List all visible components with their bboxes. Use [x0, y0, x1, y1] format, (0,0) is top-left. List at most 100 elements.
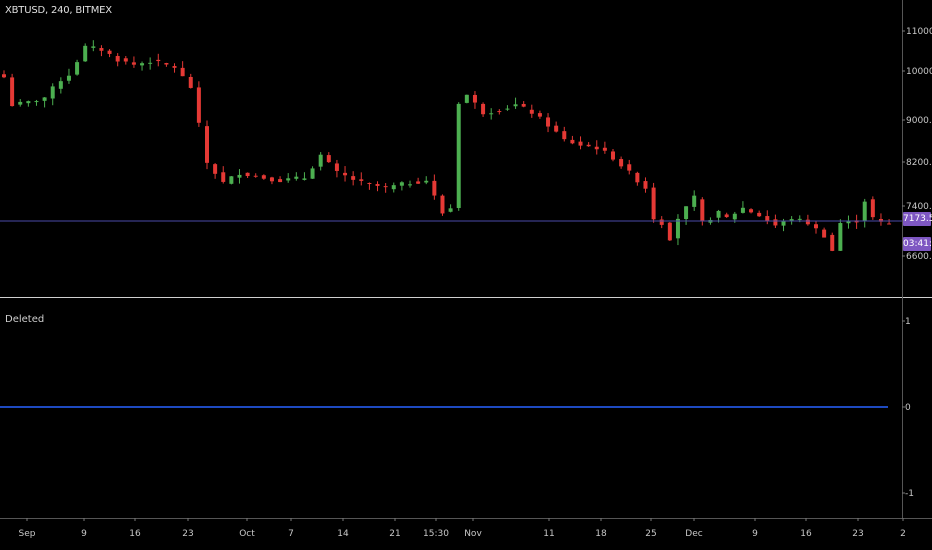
candle-body: [351, 176, 356, 180]
candle-body: [489, 113, 494, 115]
candle: [529, 104, 534, 118]
candle: [724, 212, 729, 218]
indicator-label[interactable]: Deleted: [5, 314, 45, 325]
price-pane[interactable]: [2, 40, 892, 252]
candle-body: [789, 219, 794, 222]
candle: [667, 221, 672, 241]
symbol-label[interactable]: XBTUSD, 240, BITMEX: [5, 5, 112, 16]
candle-body: [651, 187, 656, 220]
candle: [2, 70, 6, 79]
candle: [830, 232, 835, 252]
candle-body: [196, 87, 201, 123]
candle: [156, 53, 161, 67]
price-tick-label: 10000.0: [906, 67, 932, 77]
candle-body: [140, 63, 145, 66]
candle-body: [602, 147, 607, 151]
candle: [846, 215, 851, 229]
candle: [651, 182, 656, 223]
candle: [611, 149, 615, 162]
candle-body: [456, 103, 461, 208]
candle-body: [554, 125, 559, 132]
candle: [66, 68, 71, 84]
time-axis[interactable]: Sep 9 16 23 Oct 7 14 21 15:30 Nov 11 18 25 Dec 9 16 23 2: [19, 518, 906, 539]
indicator-axis[interactable]: 1 0 -1: [902, 317, 914, 499]
time-tick-label: 21: [389, 529, 400, 539]
candle: [302, 172, 307, 181]
candle: [765, 210, 770, 225]
candle-body: [99, 48, 104, 51]
candle-body: [310, 168, 315, 179]
candle-body: [399, 182, 404, 186]
candle-body: [205, 126, 209, 163]
time-tick-label: Oct: [239, 529, 255, 539]
candle: [424, 176, 429, 185]
time-tick-label: 7: [288, 529, 294, 539]
candle-body: [261, 175, 266, 179]
time-tick-label: 23: [182, 529, 193, 539]
candle-body: [294, 176, 299, 179]
candle-body: [578, 141, 583, 146]
time-tick-label: 18: [595, 529, 607, 539]
candle: [213, 163, 218, 179]
candle-body: [375, 184, 380, 186]
candle: [456, 102, 461, 211]
candle: [408, 180, 412, 188]
candle: [164, 62, 169, 67]
candle-body: [302, 178, 307, 180]
candle: [83, 43, 88, 62]
candle-body: [50, 86, 55, 99]
candle: [140, 61, 145, 71]
candle: [635, 171, 640, 186]
candle-body: [781, 220, 786, 226]
candle-body: [716, 210, 721, 218]
candle: [107, 49, 112, 58]
candle: [505, 105, 510, 111]
candle-body: [814, 224, 818, 229]
candle: [269, 176, 274, 185]
candle: [854, 214, 859, 229]
candle-body: [537, 113, 542, 117]
candle-body: [464, 94, 469, 103]
candle: [472, 91, 477, 109]
candle: [562, 126, 567, 142]
candle: [554, 121, 559, 133]
candle-body: [148, 62, 153, 64]
candle: [99, 45, 104, 57]
time-tick-label: 16: [800, 529, 812, 539]
candle-body: [91, 46, 96, 48]
price-tick-label: 8200.0: [906, 158, 932, 168]
time-tick-label: 23: [852, 529, 863, 539]
candle-body: [757, 212, 762, 217]
candle-body: [123, 58, 128, 62]
candle-body: [172, 66, 177, 68]
candle-body: [448, 208, 453, 212]
candle: [391, 182, 396, 193]
candle: [237, 169, 242, 184]
price-axis[interactable]: 11000.0 10000.0 9000.0 8200.0 7400.0 6600.0: [902, 27, 932, 262]
time-tick-label: 14: [337, 529, 349, 539]
price-tick-label: 7400.0: [906, 202, 932, 212]
candle-body: [229, 176, 234, 184]
candle-body: [58, 81, 63, 89]
time-tick-label: 9: [81, 529, 87, 539]
candle: [50, 83, 55, 106]
candle-body: [269, 177, 274, 182]
candle: [326, 152, 331, 163]
candle-body: [724, 214, 729, 218]
candle-body: [878, 218, 883, 222]
candle-body: [684, 206, 689, 220]
candle: [789, 216, 794, 225]
candle: [586, 142, 591, 147]
candle: [286, 173, 291, 183]
candle: [822, 227, 827, 238]
candle: [570, 135, 575, 145]
candle: [75, 59, 80, 76]
candle-body: [732, 213, 737, 220]
candle: [115, 53, 120, 67]
candle: [58, 77, 63, 94]
candle: [537, 110, 542, 119]
candle: [229, 176, 234, 185]
candle-body: [870, 199, 875, 218]
candle: [659, 216, 664, 229]
